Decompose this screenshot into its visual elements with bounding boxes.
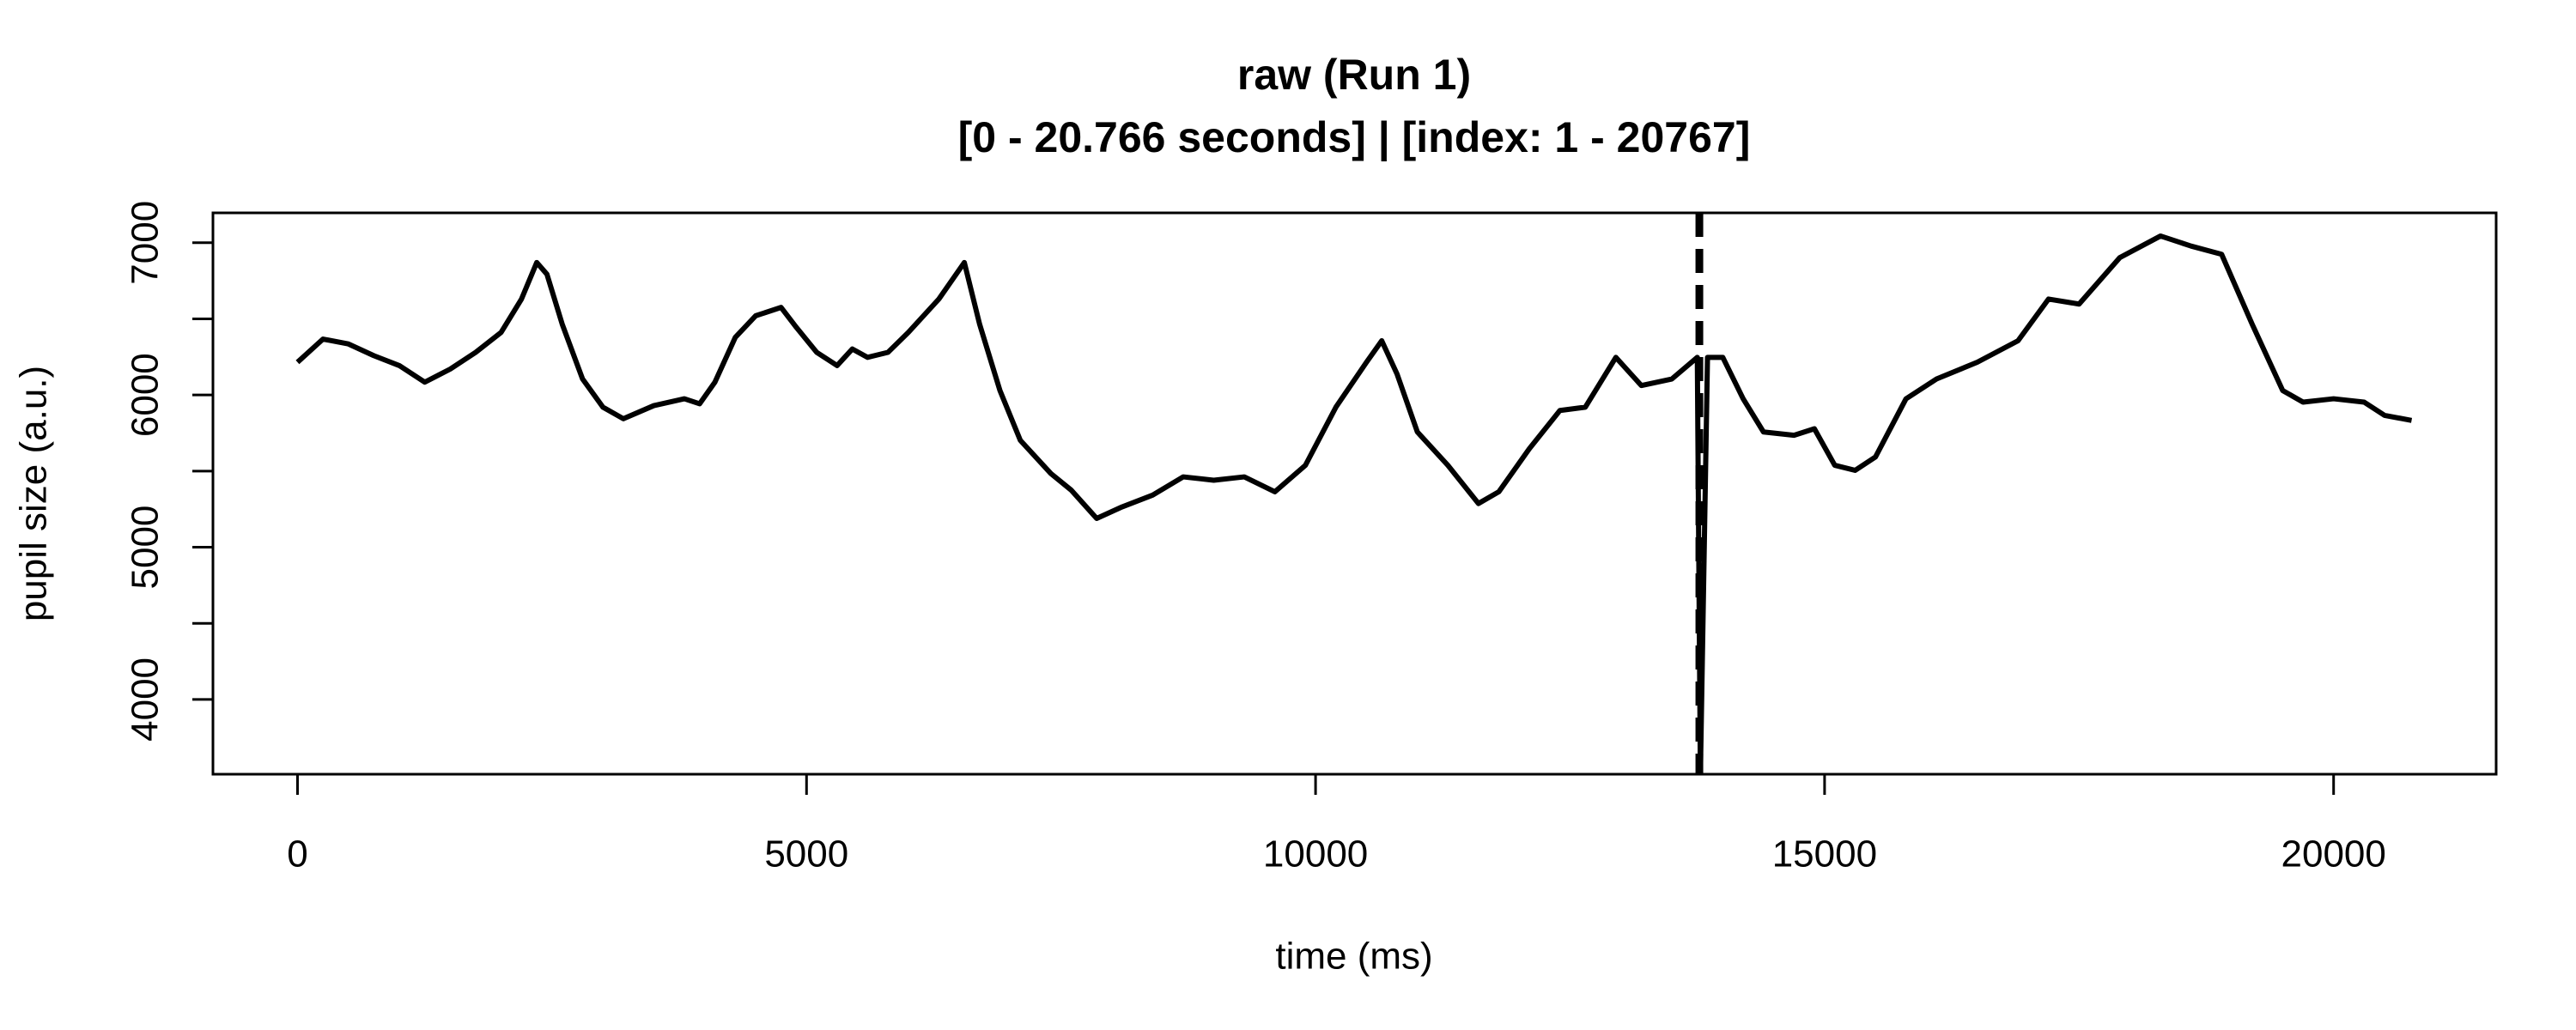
x-tick-label: 20000 bbox=[2281, 833, 2386, 876]
chart-subtitle: [0 - 20.766 seconds] | [index: 1 - 20767… bbox=[958, 113, 1751, 162]
x-axis-label: time (ms) bbox=[1275, 936, 1432, 978]
chart-title: raw (Run 1) bbox=[1237, 51, 1471, 99]
x-tick-label: 5000 bbox=[764, 833, 848, 876]
data-line bbox=[295, 233, 2413, 774]
y-axis-label: pupil size (a.u.) bbox=[13, 366, 55, 621]
y-tick-label: 4000 bbox=[125, 657, 167, 742]
y-tick-label: 7000 bbox=[125, 201, 167, 285]
y-tick-label: 6000 bbox=[125, 353, 167, 437]
x-tick-label: 10000 bbox=[1263, 833, 1368, 876]
x-tick-label: 0 bbox=[287, 833, 307, 876]
x-tick-label: 15000 bbox=[1772, 833, 1877, 876]
y-tick-label: 5000 bbox=[125, 506, 167, 590]
